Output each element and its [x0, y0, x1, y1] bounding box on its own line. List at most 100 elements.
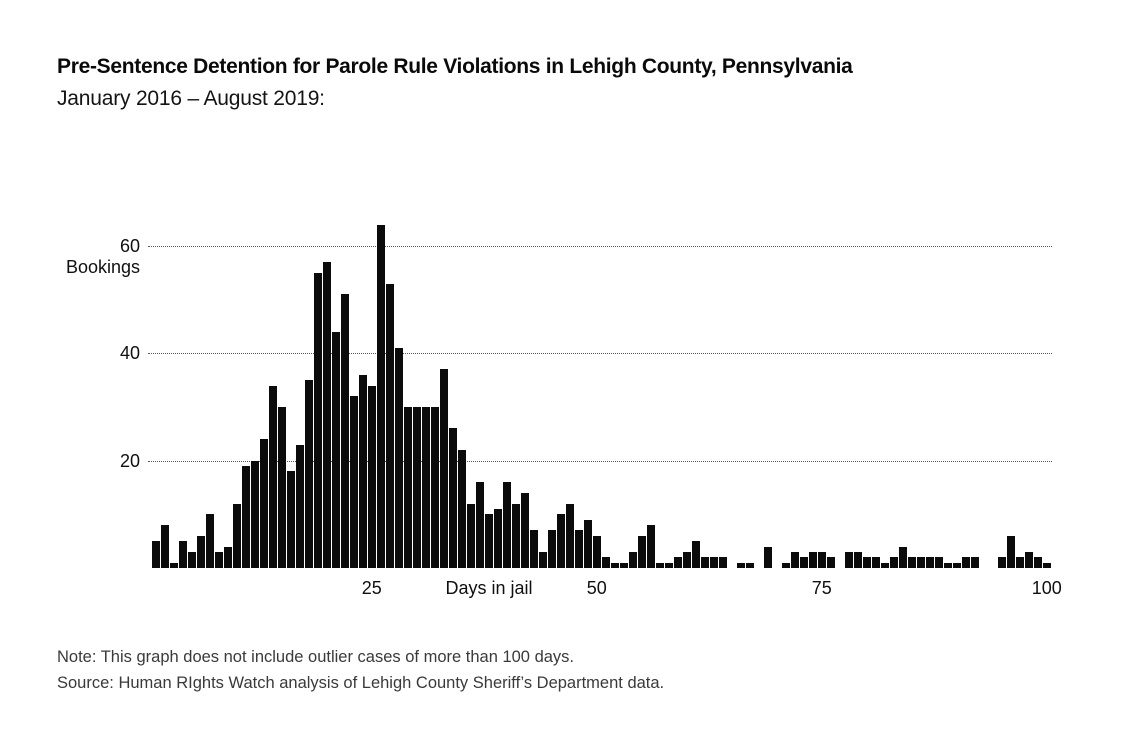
bar-day-31: [422, 407, 430, 568]
footnote: Note: This graph does not include outlie…: [57, 648, 575, 666]
chart-title: Pre-Sentence Detention for Parole Rule V…: [57, 55, 853, 78]
bar-day-88: [935, 557, 943, 568]
bar-day-63: [710, 557, 718, 568]
bar-day-36: [467, 504, 475, 568]
bar-day-47: [566, 504, 574, 568]
bar-day-59: [674, 557, 682, 568]
gridline-60: [148, 246, 1052, 247]
bar-day-19: [314, 273, 322, 568]
bar-day-14: [269, 386, 277, 568]
bar-day-57: [656, 563, 664, 568]
bar-day-52: [611, 563, 619, 568]
bar-day-99: [1034, 557, 1042, 568]
bar-day-82: [881, 563, 889, 568]
bar-day-21: [332, 332, 340, 568]
bar-day-61: [692, 541, 700, 568]
bar-day-90: [953, 563, 961, 568]
bar-day-41: [512, 504, 520, 568]
bar-day-23: [350, 396, 358, 568]
bar-day-7: [206, 514, 214, 568]
bar-day-71: [782, 563, 790, 568]
bar-day-12: [251, 461, 259, 568]
bar-day-54: [629, 552, 637, 568]
bar-day-32: [431, 407, 439, 568]
bar-day-62: [701, 557, 709, 568]
bar-day-78: [845, 552, 853, 568]
bar-day-86: [917, 557, 925, 568]
bar-day-66: [737, 563, 745, 568]
bar-day-2: [161, 525, 169, 568]
bar-day-73: [800, 557, 808, 568]
bar-day-43: [530, 530, 538, 568]
bar-day-15: [278, 407, 286, 568]
bar-day-38: [485, 514, 493, 568]
bar-day-97: [1016, 557, 1024, 568]
chart-subtitle: January 2016 – August 2019:: [57, 87, 325, 110]
bar-day-83: [890, 557, 898, 568]
bar-day-55: [638, 536, 646, 568]
bar-day-72: [791, 552, 799, 568]
bar-day-34: [449, 428, 457, 568]
source-credit: Source: Human RIghts Watch analysis of L…: [57, 674, 665, 692]
bar-day-79: [854, 552, 862, 568]
bar-day-11: [242, 466, 250, 568]
bar-day-49: [584, 520, 592, 568]
bar-day-20: [323, 262, 331, 568]
bar-day-81: [872, 557, 880, 568]
bar-day-8: [215, 552, 223, 568]
bar-day-45: [548, 530, 556, 568]
y-tick-20: 20: [119, 451, 140, 471]
bar-day-29: [404, 407, 412, 568]
bar-day-1: [152, 541, 160, 568]
bar-day-51: [602, 557, 610, 568]
bar-day-80: [863, 557, 871, 568]
bar-day-9: [224, 547, 232, 568]
bar-day-35: [458, 450, 466, 568]
bar-day-16: [287, 471, 295, 568]
bar-day-33: [440, 369, 448, 568]
bar-day-39: [494, 509, 502, 568]
bar-day-40: [503, 482, 511, 568]
bar-day-75: [818, 552, 826, 568]
bar-day-100: [1043, 563, 1051, 568]
bar-day-69: [764, 547, 772, 568]
bar-day-26: [377, 225, 385, 568]
bar-day-85: [908, 557, 916, 568]
bar-day-46: [557, 514, 565, 568]
bar-day-44: [539, 552, 547, 568]
bar-day-3: [170, 563, 178, 568]
y-axis-label: Bookings: [65, 257, 140, 277]
bar-day-60: [683, 552, 691, 568]
bar-day-48: [575, 530, 583, 568]
gridline-20: [148, 461, 1052, 462]
bar-day-91: [962, 557, 970, 568]
bar-day-98: [1025, 552, 1033, 568]
bar-day-17: [296, 445, 304, 568]
x-axis-label: Days in jail: [445, 578, 533, 598]
x-tick-100: 100: [1031, 578, 1062, 598]
bar-day-67: [746, 563, 754, 568]
bar-day-25: [368, 386, 376, 568]
bar-day-76: [827, 557, 835, 568]
bar-day-95: [998, 557, 1006, 568]
bar-day-42: [521, 493, 529, 568]
bar-day-92: [971, 557, 979, 568]
y-tick-40: 40: [119, 343, 140, 363]
bar-day-87: [926, 557, 934, 568]
bar-day-6: [197, 536, 205, 568]
bar-day-18: [305, 380, 313, 568]
bar-day-28: [395, 348, 403, 568]
bar-day-56: [647, 525, 655, 568]
bar-day-74: [809, 552, 817, 568]
x-tick-75: 75: [811, 578, 832, 598]
bar-day-27: [386, 284, 394, 568]
bar-day-96: [1007, 536, 1015, 568]
bar-day-37: [476, 482, 484, 568]
bar-day-53: [620, 563, 628, 568]
x-tick-25: 25: [361, 578, 382, 598]
y-tick-60: 60: [119, 236, 140, 256]
bar-day-24: [359, 375, 367, 568]
bar-day-22: [341, 294, 349, 568]
x-tick-50: 50: [586, 578, 607, 598]
